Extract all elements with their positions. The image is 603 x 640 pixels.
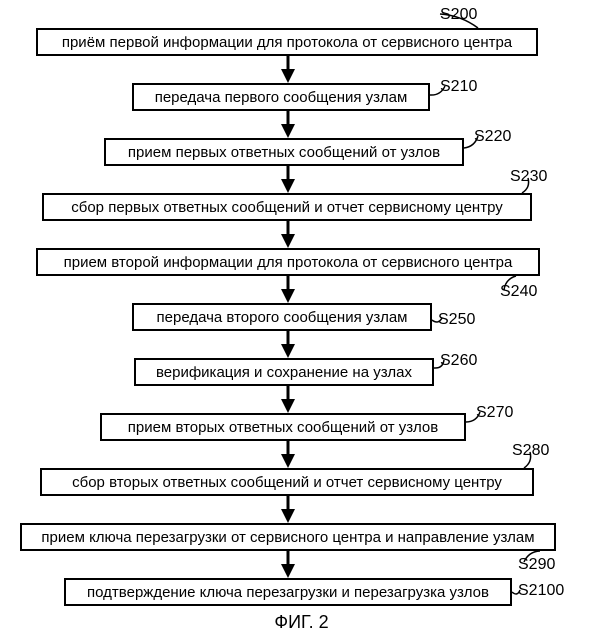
figure-caption: ФИГ. 2 (0, 612, 603, 633)
flow-arrow (0, 0, 603, 640)
flowchart-container: приём первой информации для протокола от… (0, 0, 603, 640)
figure-caption-text: ФИГ. 2 (274, 612, 328, 632)
